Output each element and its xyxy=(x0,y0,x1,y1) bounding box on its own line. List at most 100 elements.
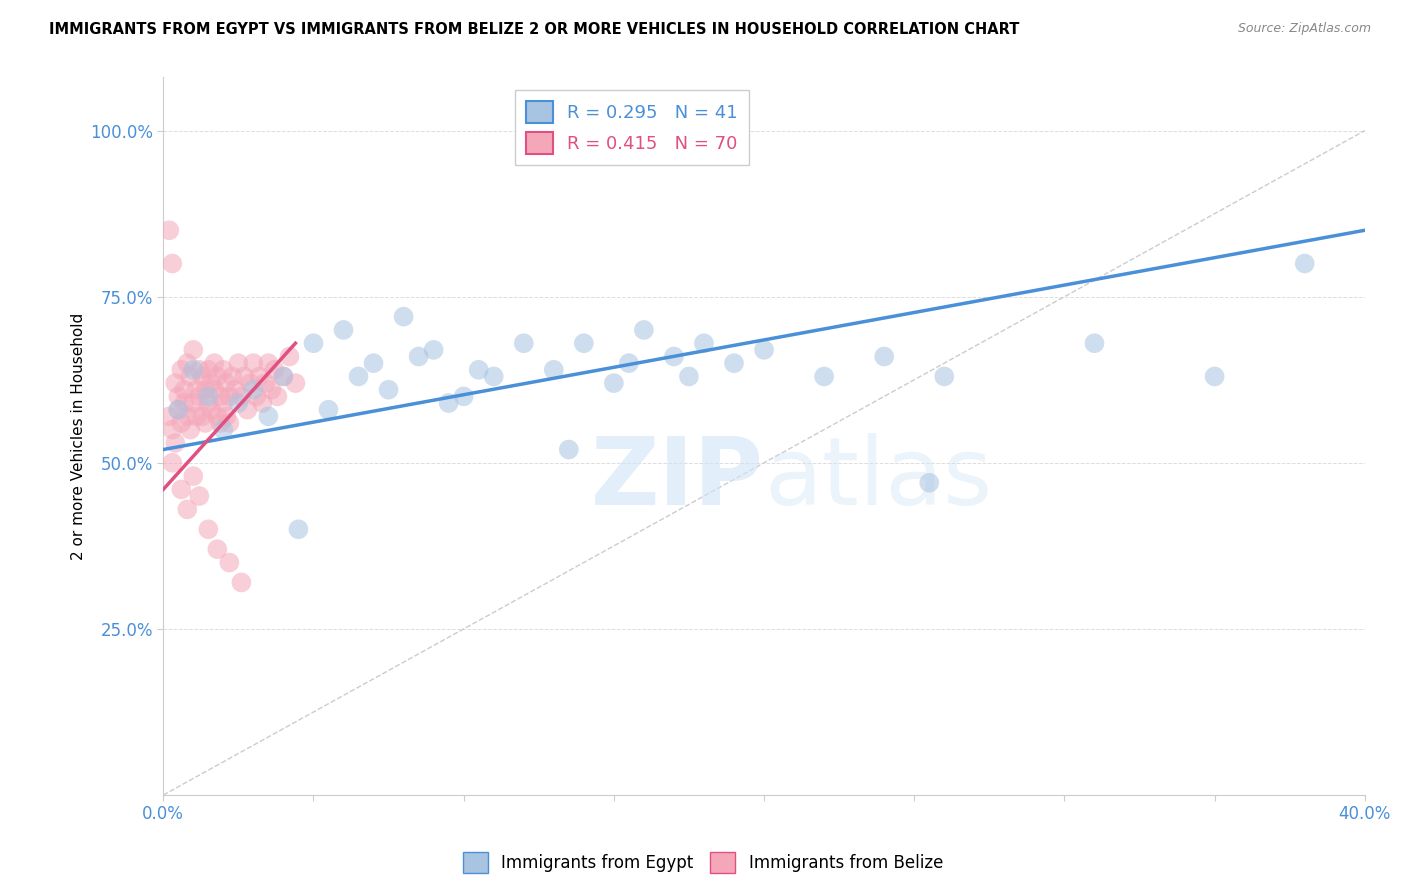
Point xyxy=(603,376,626,390)
Point xyxy=(572,336,595,351)
Point xyxy=(287,522,309,536)
Point xyxy=(633,323,655,337)
Point xyxy=(162,256,184,270)
Point xyxy=(215,376,238,390)
Point xyxy=(467,363,489,377)
Point xyxy=(1083,336,1105,351)
Point xyxy=(186,409,208,424)
Point xyxy=(377,383,399,397)
Point xyxy=(752,343,775,357)
Point xyxy=(284,376,307,390)
Point xyxy=(170,363,193,377)
Point xyxy=(1294,256,1316,270)
Point xyxy=(167,402,190,417)
Point xyxy=(257,356,280,370)
Text: Source: ZipAtlas.com: Source: ZipAtlas.com xyxy=(1237,22,1371,36)
Point xyxy=(200,402,222,417)
Point xyxy=(408,350,430,364)
Point xyxy=(873,350,896,364)
Point xyxy=(662,350,685,364)
Point xyxy=(212,363,235,377)
Point xyxy=(813,369,835,384)
Point xyxy=(558,442,581,457)
Point xyxy=(228,396,250,410)
Point xyxy=(202,383,225,397)
Point xyxy=(273,369,295,384)
Point xyxy=(437,396,460,410)
Point xyxy=(162,456,184,470)
Point xyxy=(188,389,211,403)
Point xyxy=(422,343,444,357)
Point xyxy=(173,396,195,410)
Point xyxy=(170,483,193,497)
Point xyxy=(257,409,280,424)
Point xyxy=(188,363,211,377)
Point xyxy=(209,389,232,403)
Point xyxy=(181,363,204,377)
Legend: Immigrants from Egypt, Immigrants from Belize: Immigrants from Egypt, Immigrants from B… xyxy=(457,846,949,880)
Point xyxy=(245,389,267,403)
Point xyxy=(202,356,225,370)
Point xyxy=(197,389,219,403)
Point xyxy=(723,356,745,370)
Point xyxy=(179,423,201,437)
Point xyxy=(212,423,235,437)
Point xyxy=(242,383,264,397)
Point xyxy=(233,369,256,384)
Point xyxy=(188,489,211,503)
Point xyxy=(173,383,195,397)
Legend: R = 0.295   N = 41, R = 0.415   N = 70: R = 0.295 N = 41, R = 0.415 N = 70 xyxy=(515,90,749,165)
Point xyxy=(260,383,283,397)
Point xyxy=(228,356,250,370)
Point xyxy=(181,469,204,483)
Point xyxy=(332,323,354,337)
Point xyxy=(194,416,217,430)
Point xyxy=(218,556,240,570)
Point xyxy=(209,416,232,430)
Text: IMMIGRANTS FROM EGYPT VS IMMIGRANTS FROM BELIZE 2 OR MORE VEHICLES IN HOUSEHOLD : IMMIGRANTS FROM EGYPT VS IMMIGRANTS FROM… xyxy=(49,22,1019,37)
Point xyxy=(207,542,229,557)
Point xyxy=(252,396,274,410)
Point xyxy=(197,363,219,377)
Point xyxy=(197,522,219,536)
Point xyxy=(363,356,385,370)
Point xyxy=(170,416,193,430)
Point xyxy=(221,369,243,384)
Point xyxy=(254,376,277,390)
Text: atlas: atlas xyxy=(763,434,993,525)
Text: ZIP: ZIP xyxy=(591,434,763,525)
Point xyxy=(693,336,716,351)
Point xyxy=(617,356,640,370)
Point xyxy=(318,402,340,417)
Point xyxy=(934,369,956,384)
Point xyxy=(191,369,214,384)
Point xyxy=(162,423,184,437)
Point xyxy=(157,223,180,237)
Point xyxy=(179,369,201,384)
Point xyxy=(266,389,288,403)
Point xyxy=(278,350,301,364)
Point xyxy=(218,416,240,430)
Point xyxy=(165,436,187,450)
Point xyxy=(482,369,505,384)
Point xyxy=(263,363,285,377)
Point xyxy=(167,389,190,403)
Point xyxy=(194,383,217,397)
Point xyxy=(181,396,204,410)
Point xyxy=(224,383,246,397)
Point xyxy=(197,396,219,410)
Point xyxy=(273,369,295,384)
Point xyxy=(239,376,262,390)
Point xyxy=(242,356,264,370)
Point xyxy=(543,363,565,377)
Point xyxy=(302,336,325,351)
Point xyxy=(165,376,187,390)
Point xyxy=(453,389,475,403)
Point xyxy=(247,369,270,384)
Point xyxy=(181,343,204,357)
Point xyxy=(918,475,941,490)
Point xyxy=(236,402,259,417)
Point xyxy=(212,396,235,410)
Point xyxy=(157,409,180,424)
Point xyxy=(176,356,198,370)
